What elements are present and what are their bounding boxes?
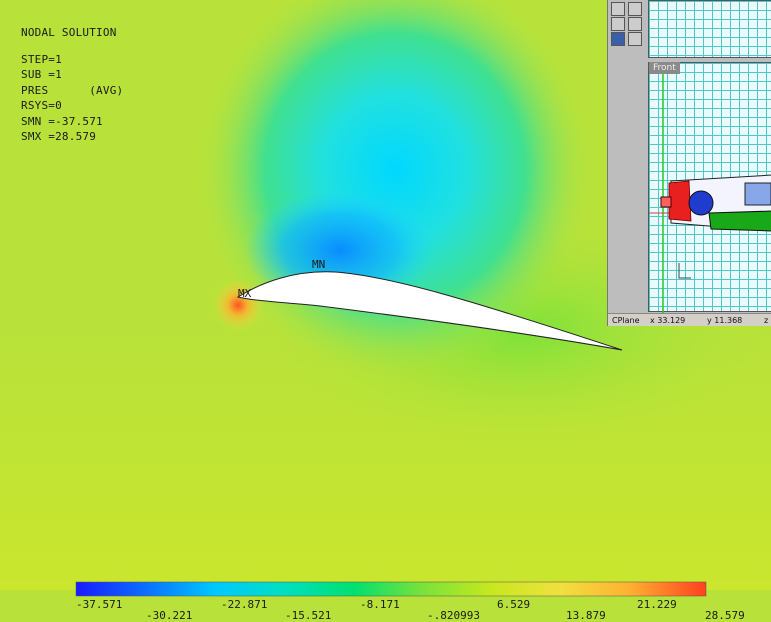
viewport-title[interactable]: Front <box>649 62 680 74</box>
legend-label: 13.879 <box>566 609 606 622</box>
solution-rsys: RSYS=0 <box>21 99 62 112</box>
cad-inset-window[interactable]: Front CPlane x 33.129 y 11.368 z <box>607 0 771 326</box>
front-viewport-drawing <box>649 63 771 313</box>
solution-sub: SUB =1 <box>21 68 62 81</box>
legend-label: 28.579 <box>705 609 745 622</box>
legend-label: -.820993 <box>427 609 480 622</box>
status-x-coordinate: x 33.129 <box>650 316 686 325</box>
max-marker-label: MX <box>238 287 252 300</box>
airfoil-shape <box>236 271 623 351</box>
toolbar-button[interactable] <box>628 32 642 46</box>
status-bar: CPlane x 33.129 y 11.368 z <box>608 313 771 326</box>
legend-label: -15.521 <box>285 609 332 622</box>
solution-smx: SMX =28.579 <box>21 130 97 143</box>
solution-pres: PRES (AVG) <box>21 84 124 97</box>
toolbar-button[interactable] <box>611 32 625 46</box>
legend-label: -22.871 <box>221 598 268 611</box>
toolbar-button[interactable] <box>628 17 642 31</box>
solution-smn: SMN =-37.571 <box>21 115 103 128</box>
solution-step: STEP=1 <box>21 53 62 66</box>
legend-label: -8.171 <box>360 598 400 611</box>
legend-label: -37.571 <box>76 598 123 611</box>
legend-label: -30.221 <box>146 609 193 622</box>
toolbar-button[interactable] <box>611 2 625 16</box>
legend-label: 6.529 <box>497 598 531 611</box>
top-viewport[interactable] <box>648 0 771 58</box>
status-y-coordinate: y 11.368 <box>707 316 743 325</box>
front-viewport[interactable] <box>648 62 771 313</box>
toolbar-button[interactable] <box>628 2 642 16</box>
solution-title: NODAL SOLUTION <box>21 26 117 39</box>
min-marker-label: MN <box>312 258 326 271</box>
status-cplane: CPlane <box>612 316 640 325</box>
status-z-coordinate: z <box>764 316 769 325</box>
legend-color-bar <box>75 581 707 597</box>
toolbar-button[interactable] <box>611 17 625 31</box>
legend-label: 21.229 <box>637 598 677 611</box>
